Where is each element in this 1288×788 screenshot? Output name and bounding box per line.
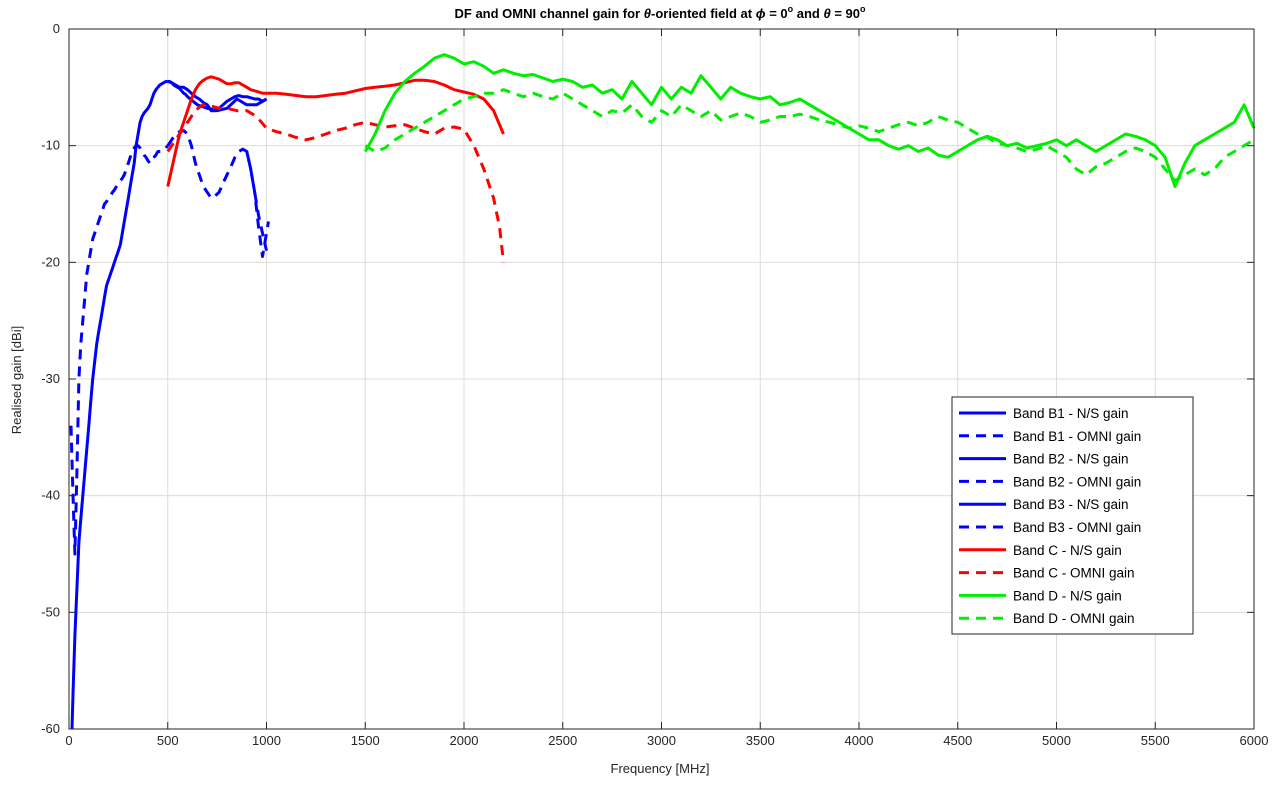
series-line-9 <box>363 53 1256 188</box>
x-tick-label: 3000 <box>647 733 676 748</box>
y-tick-label: -10 <box>41 138 60 153</box>
y-tick-label: -60 <box>41 721 60 736</box>
axis-ticks <box>68 28 1255 730</box>
series-line-10 <box>364 88 1255 183</box>
x-tick-label: 5500 <box>1141 733 1170 748</box>
x-axis-label: Frequency [MHz] <box>611 761 710 776</box>
x-tick-label: 1000 <box>252 733 281 748</box>
chart-title: DF and OMNI channel gain for θ-oriented … <box>455 4 867 21</box>
series-layer <box>69 53 1256 730</box>
x-tick-label: 4500 <box>943 733 972 748</box>
series-line-5 <box>167 80 268 113</box>
legend-label: Band B1 - N/S gain <box>1013 406 1129 421</box>
y-tick-label: -40 <box>41 488 60 503</box>
series-line-6 <box>245 151 270 258</box>
legend-label: Band B2 - N/S gain <box>1013 452 1129 467</box>
legend-label: Band C - OMNI gain <box>1013 566 1135 581</box>
series-line-7 <box>166 75 505 187</box>
x-tick-label: 1500 <box>351 733 380 748</box>
x-tick-label: 4000 <box>845 733 874 748</box>
x-tick-label: 500 <box>157 733 179 748</box>
legend-label: Band D - OMNI gain <box>1013 611 1135 626</box>
series-line-8 <box>166 103 505 263</box>
series-line-4 <box>166 129 268 252</box>
x-tick-label: 0 <box>65 733 72 748</box>
x-tick-label: 2000 <box>450 733 479 748</box>
legend-label: Band B3 - OMNI gain <box>1013 520 1141 535</box>
legend-label: Band B3 - N/S gain <box>1013 497 1129 512</box>
legend: Band B1 - N/S gain Band B1 - OMNI gain Ban… <box>951 396 1194 635</box>
x-tick-label: 5000 <box>1042 733 1071 748</box>
x-tick-label: 6000 <box>1240 733 1269 748</box>
x-tick-label: 2500 <box>548 733 577 748</box>
y-tick-label: -30 <box>41 371 60 386</box>
y-tick-label: -50 <box>41 604 60 619</box>
legend-label: Band B1 - OMNI gain <box>1013 429 1141 444</box>
legend-label: Band D - N/S gain <box>1013 588 1122 603</box>
y-tick-label: -20 <box>41 254 60 269</box>
tick-labels: 0 500 1000 1500 2000 2500 3000 3500 4000 4500 5000… <box>41 21 1268 748</box>
legend-label: Band B2 - OMNI gain <box>1013 474 1141 489</box>
x-tick-label: 3500 <box>746 733 775 748</box>
legend-label: Band C - N/S gain <box>1013 543 1122 558</box>
series-line-1 <box>70 80 168 730</box>
y-axis-label: Realised gain [dBi] <box>9 326 24 434</box>
series-line-2 <box>69 144 169 556</box>
y-tick-label: 0 <box>53 21 60 36</box>
